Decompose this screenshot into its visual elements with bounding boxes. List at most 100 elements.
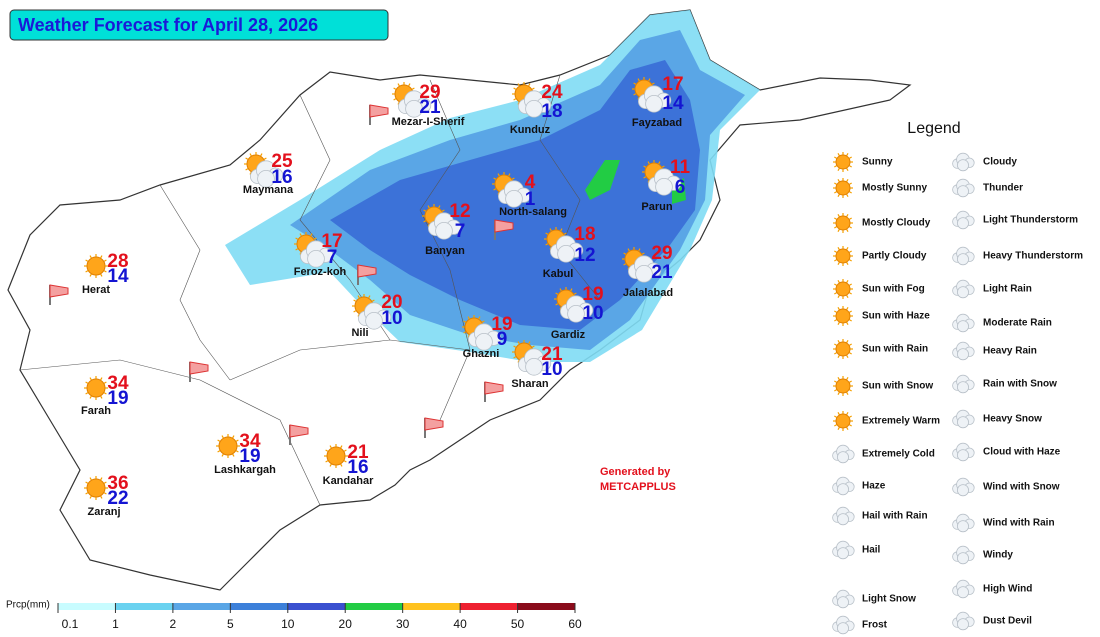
title-box — [9, 9, 389, 41]
sun-ray — [217, 449, 221, 453]
sun-ray — [837, 153, 841, 157]
sun-ray — [848, 283, 852, 287]
cloud-puff — [957, 159, 970, 172]
legend-label: Heavy Thunderstorm — [983, 251, 1083, 262]
colorbar-tick-label: 20 — [339, 617, 353, 631]
sun-ray — [848, 291, 852, 295]
sun — [835, 180, 851, 196]
min-temp: 9 — [497, 329, 508, 350]
cloud — [832, 476, 855, 496]
sun-ray — [643, 175, 647, 179]
colorbar-segment — [287, 603, 346, 610]
sun-ray — [848, 225, 852, 229]
sun-ray — [651, 82, 655, 86]
max-temp: 19 — [582, 284, 603, 305]
colorbar-segment — [402, 603, 461, 610]
min-temp: 10 — [582, 303, 603, 324]
legend-label: Light Snow — [862, 594, 916, 605]
sun-ray — [437, 205, 441, 209]
cloud-puff — [957, 286, 970, 299]
sun-ray — [848, 164, 852, 168]
max-temp: 29 — [651, 243, 672, 264]
colorbar-segment — [460, 603, 518, 610]
colorbar-tick-label: 5 — [227, 617, 234, 631]
sun-ray — [513, 355, 517, 359]
cloud — [952, 611, 975, 631]
cloud — [952, 579, 975, 599]
sun-ray — [848, 250, 852, 254]
legend-label: Thunder — [983, 183, 1023, 194]
cloud-puff — [525, 357, 543, 376]
sun-ray — [559, 228, 563, 232]
cloud-puff — [837, 513, 850, 526]
city-name: Banyan — [425, 245, 465, 257]
cloud-puff — [557, 245, 575, 263]
sun-ray — [549, 228, 553, 232]
max-temp: 36 — [107, 473, 128, 494]
min-temp: 22 — [107, 488, 128, 509]
sun-ray — [637, 248, 641, 252]
min-temp: 21 — [419, 97, 441, 118]
sun-ray — [245, 157, 249, 161]
city-name: Kunduz — [510, 124, 551, 136]
sun-ray — [573, 292, 577, 296]
max-temp: 25 — [271, 151, 293, 172]
max-temp: 17 — [321, 231, 342, 252]
colorbar-label: Prcp(mm) — [6, 600, 50, 611]
sun-ray — [837, 247, 841, 251]
cloud — [517, 348, 552, 376]
cloud-puff — [957, 217, 970, 230]
city-name: Jalalabad — [623, 287, 673, 299]
sun-ray — [623, 252, 627, 256]
cloud-puff — [957, 320, 970, 333]
sun-ray — [834, 164, 838, 168]
sun-ray — [661, 165, 665, 169]
cloud — [952, 178, 975, 198]
colorbar-segment — [58, 603, 116, 610]
sun-ray — [834, 156, 838, 160]
max-temp: 12 — [449, 201, 470, 222]
cloud — [952, 477, 975, 497]
sun-ray — [848, 415, 852, 419]
cloud-puff — [645, 95, 663, 113]
cloud — [250, 160, 284, 188]
cloud-puff — [505, 190, 523, 208]
legend-label: Hail — [862, 545, 881, 556]
sun-ray — [633, 82, 637, 86]
sun-ray — [834, 190, 838, 194]
max-temp: 21 — [541, 344, 563, 365]
cloud-puff — [957, 348, 970, 361]
sun — [835, 248, 851, 264]
windsock — [484, 381, 504, 395]
cloud-puff — [257, 170, 275, 188]
legend-label: Wind with Rain — [983, 518, 1055, 529]
min-temp: 14 — [662, 93, 684, 114]
cloud — [952, 246, 975, 266]
sun-ray — [834, 250, 838, 254]
min-temp: 18 — [541, 101, 562, 122]
city-name: Farah — [81, 405, 111, 417]
cloud-puff — [957, 484, 970, 497]
colorbar-tick-label: 60 — [568, 617, 582, 631]
cloud — [952, 442, 975, 462]
cloud-puff — [567, 304, 585, 323]
sun-ray — [427, 205, 431, 209]
max-temp: 21 — [347, 442, 369, 463]
cloud — [357, 302, 392, 330]
max-temp: 20 — [381, 292, 402, 313]
legend-label: Dust Devil — [983, 616, 1032, 627]
sun-ray — [848, 258, 852, 262]
sun-ray — [531, 87, 535, 91]
cloud — [299, 240, 334, 268]
sun-ray — [623, 262, 627, 266]
sun-ray — [513, 97, 517, 101]
cloud — [952, 313, 975, 333]
cloud-puff — [957, 416, 970, 429]
sun-ray — [555, 292, 559, 296]
city-name: North-salang — [499, 206, 567, 218]
colorbar-tick-label: 10 — [281, 617, 295, 631]
legend-label: Sun with Haze — [862, 311, 930, 322]
min-temp: 16 — [271, 167, 292, 188]
sun-ray — [555, 302, 559, 306]
min-temp: 10 — [541, 359, 562, 380]
